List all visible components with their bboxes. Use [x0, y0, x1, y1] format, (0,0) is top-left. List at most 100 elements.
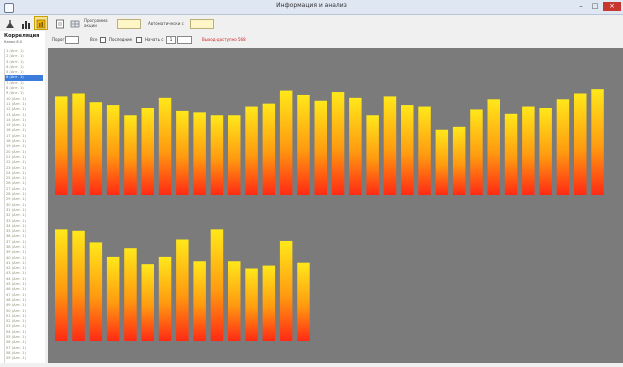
period-item[interactable]: 25 (Ант. 1): [6, 176, 26, 181]
bar-chart: [55, 89, 604, 341]
document-icon-glyph: [56, 19, 64, 29]
program-label: Программа акции: [84, 18, 108, 28]
period-item[interactable]: 43 (Ант. 1): [6, 271, 26, 276]
period-item[interactable]: 13 (Ант. 1): [6, 112, 26, 117]
period-item[interactable]: 54 (Ант. 1): [6, 329, 26, 334]
document-icon[interactable]: [53, 16, 67, 30]
bar: [504, 113, 518, 195]
period-item[interactable]: 15 (Ант. 1): [6, 123, 26, 128]
period-item[interactable]: 39 (Ант. 1): [6, 250, 26, 255]
bar: [158, 97, 172, 195]
period-item[interactable]: 5 (Ант. 1): [6, 70, 24, 75]
period-item[interactable]: 16 (Ант. 1): [6, 128, 26, 133]
bar: [124, 248, 137, 341]
period-item[interactable]: 35 (Ант. 1): [6, 229, 26, 234]
period-item[interactable]: 34 (Ант. 1): [6, 223, 26, 228]
bar: [539, 108, 552, 195]
period-item[interactable]: 49 (Ант. 1): [6, 303, 26, 308]
bar: [591, 89, 604, 195]
bar: [210, 115, 224, 195]
period-item[interactable]: 53 (Ант. 1): [6, 324, 26, 329]
period-item[interactable]: 1 (Ант. 1): [6, 49, 24, 53]
bar: [331, 92, 345, 195]
period-item[interactable]: 50 (Ант. 1): [6, 308, 26, 313]
period-item[interactable]: 46 (Ант. 1): [6, 287, 26, 292]
period-item[interactable]: 38 (Ант. 1): [6, 244, 26, 249]
period-item[interactable]: 41 (Ант. 1): [6, 260, 26, 265]
period-item[interactable]: 18 (Ант. 1): [6, 139, 26, 144]
period-item[interactable]: 52 (Ант. 1): [6, 319, 26, 324]
bar: [279, 90, 293, 195]
bar: [245, 106, 258, 195]
period-item[interactable]: 59 (Ант. 1): [6, 356, 26, 361]
period-item[interactable]: 48 (Ант. 1): [6, 297, 26, 302]
all-checkbox[interactable]: [100, 37, 106, 43]
period-item[interactable]: 24 (Ант. 1): [6, 170, 26, 175]
period-item[interactable]: 42 (Ант. 1): [6, 266, 26, 271]
period-item[interactable]: 28 (Ант. 1): [6, 192, 26, 197]
period-item[interactable]: 21 (Ант. 1): [6, 154, 26, 159]
period-item[interactable]: 58 (Ант. 1): [6, 350, 26, 355]
period-item[interactable]: 26 (Ант. 1): [6, 181, 26, 186]
period-item[interactable]: 36 (Ант. 1): [6, 234, 26, 239]
period-item[interactable]: 47 (Ант. 1): [6, 292, 26, 297]
start-spinner[interactable]: 1: [166, 36, 176, 44]
period-item[interactable]: 22 (Ант. 1): [6, 160, 26, 165]
period-item[interactable]: 8 (Ант. 1): [6, 86, 24, 91]
bar: [383, 96, 397, 195]
period-item[interactable]: 27 (Ант. 1): [6, 186, 26, 191]
program-input[interactable]: [117, 19, 141, 29]
period-item[interactable]: 30 (Ант. 1): [6, 202, 26, 207]
analysis-icon[interactable]: [34, 16, 48, 30]
period-item[interactable]: 14 (Ант. 1): [6, 117, 26, 122]
period-item[interactable]: 10 (Ант. 1): [6, 96, 26, 101]
period-item[interactable]: 55 (Ант. 1): [6, 335, 26, 340]
table-icon[interactable]: [68, 16, 82, 30]
bar: [470, 109, 483, 195]
period-item[interactable]: 31 (Ант. 1): [6, 207, 26, 212]
bar: [193, 261, 206, 341]
bar: [297, 262, 310, 341]
toolbar: Программа акции Автоматически с: [0, 15, 623, 31]
analysis-icon-glyph: [36, 19, 46, 29]
bar: [279, 240, 293, 341]
period-item[interactable]: 19 (Ант. 1): [6, 144, 26, 149]
maximize-button[interactable]: □: [591, 2, 599, 10]
period-item[interactable]: 12 (Ант. 1): [6, 107, 26, 112]
bar-chart-icon[interactable]: [19, 16, 33, 30]
period-item[interactable]: 33 (Ант. 1): [6, 218, 26, 223]
period-item[interactable]: 37 (Ант. 1): [6, 239, 26, 244]
bar: [487, 99, 500, 195]
start-input[interactable]: [177, 36, 192, 44]
period-item[interactable]: 20 (Ант. 1): [6, 149, 26, 154]
period-item[interactable]: 4 (Ант. 1): [6, 64, 24, 69]
period-item[interactable]: 17 (Ант. 1): [6, 133, 26, 138]
title-bar: Информация и анализ – □ ×: [0, 0, 623, 15]
bar: [228, 261, 241, 341]
period-item[interactable]: 11 (Ант. 1): [6, 101, 26, 106]
period-item[interactable]: 7 (Ант. 1): [6, 80, 24, 85]
period-item[interactable]: 6 (Ант. 1): [5, 75, 43, 81]
tools-icon[interactable]: [3, 16, 17, 30]
period-item[interactable]: 2 (Ант. 1): [6, 54, 24, 59]
period-item[interactable]: 56 (Ант. 1): [6, 340, 26, 345]
period-item[interactable]: 40 (Ант. 1): [6, 255, 26, 260]
last-label: Последние: [109, 37, 133, 42]
auto-input[interactable]: [190, 19, 214, 29]
last-checkbox[interactable]: [136, 37, 142, 43]
period-item[interactable]: 44 (Ант. 1): [6, 276, 26, 281]
period-item[interactable]: 23 (Ант. 1): [6, 165, 26, 170]
period-item[interactable]: 32 (Ант. 1): [6, 213, 26, 218]
period-item[interactable]: 9 (Ант. 1): [6, 91, 24, 96]
threshold-input[interactable]: [65, 36, 79, 44]
period-list[interactable]: 1 (Ант. 1) 2 (Ант. 1) 3 (Ант. 1) 4 (Ант. 1)…: [4, 49, 43, 363]
minimize-button[interactable]: –: [579, 2, 583, 10]
period-item[interactable]: 45 (Ант. 1): [6, 282, 26, 287]
period-item[interactable]: 51 (Ант. 1): [6, 313, 26, 318]
close-button[interactable]: ×: [603, 2, 621, 11]
tools-icon-glyph: [6, 20, 14, 28]
period-item[interactable]: 29 (Ант. 1): [6, 197, 26, 202]
bar: [72, 93, 85, 195]
period-item[interactable]: 57 (Ант. 1): [6, 345, 26, 350]
period-item[interactable]: 3 (Ант. 1): [6, 59, 24, 64]
